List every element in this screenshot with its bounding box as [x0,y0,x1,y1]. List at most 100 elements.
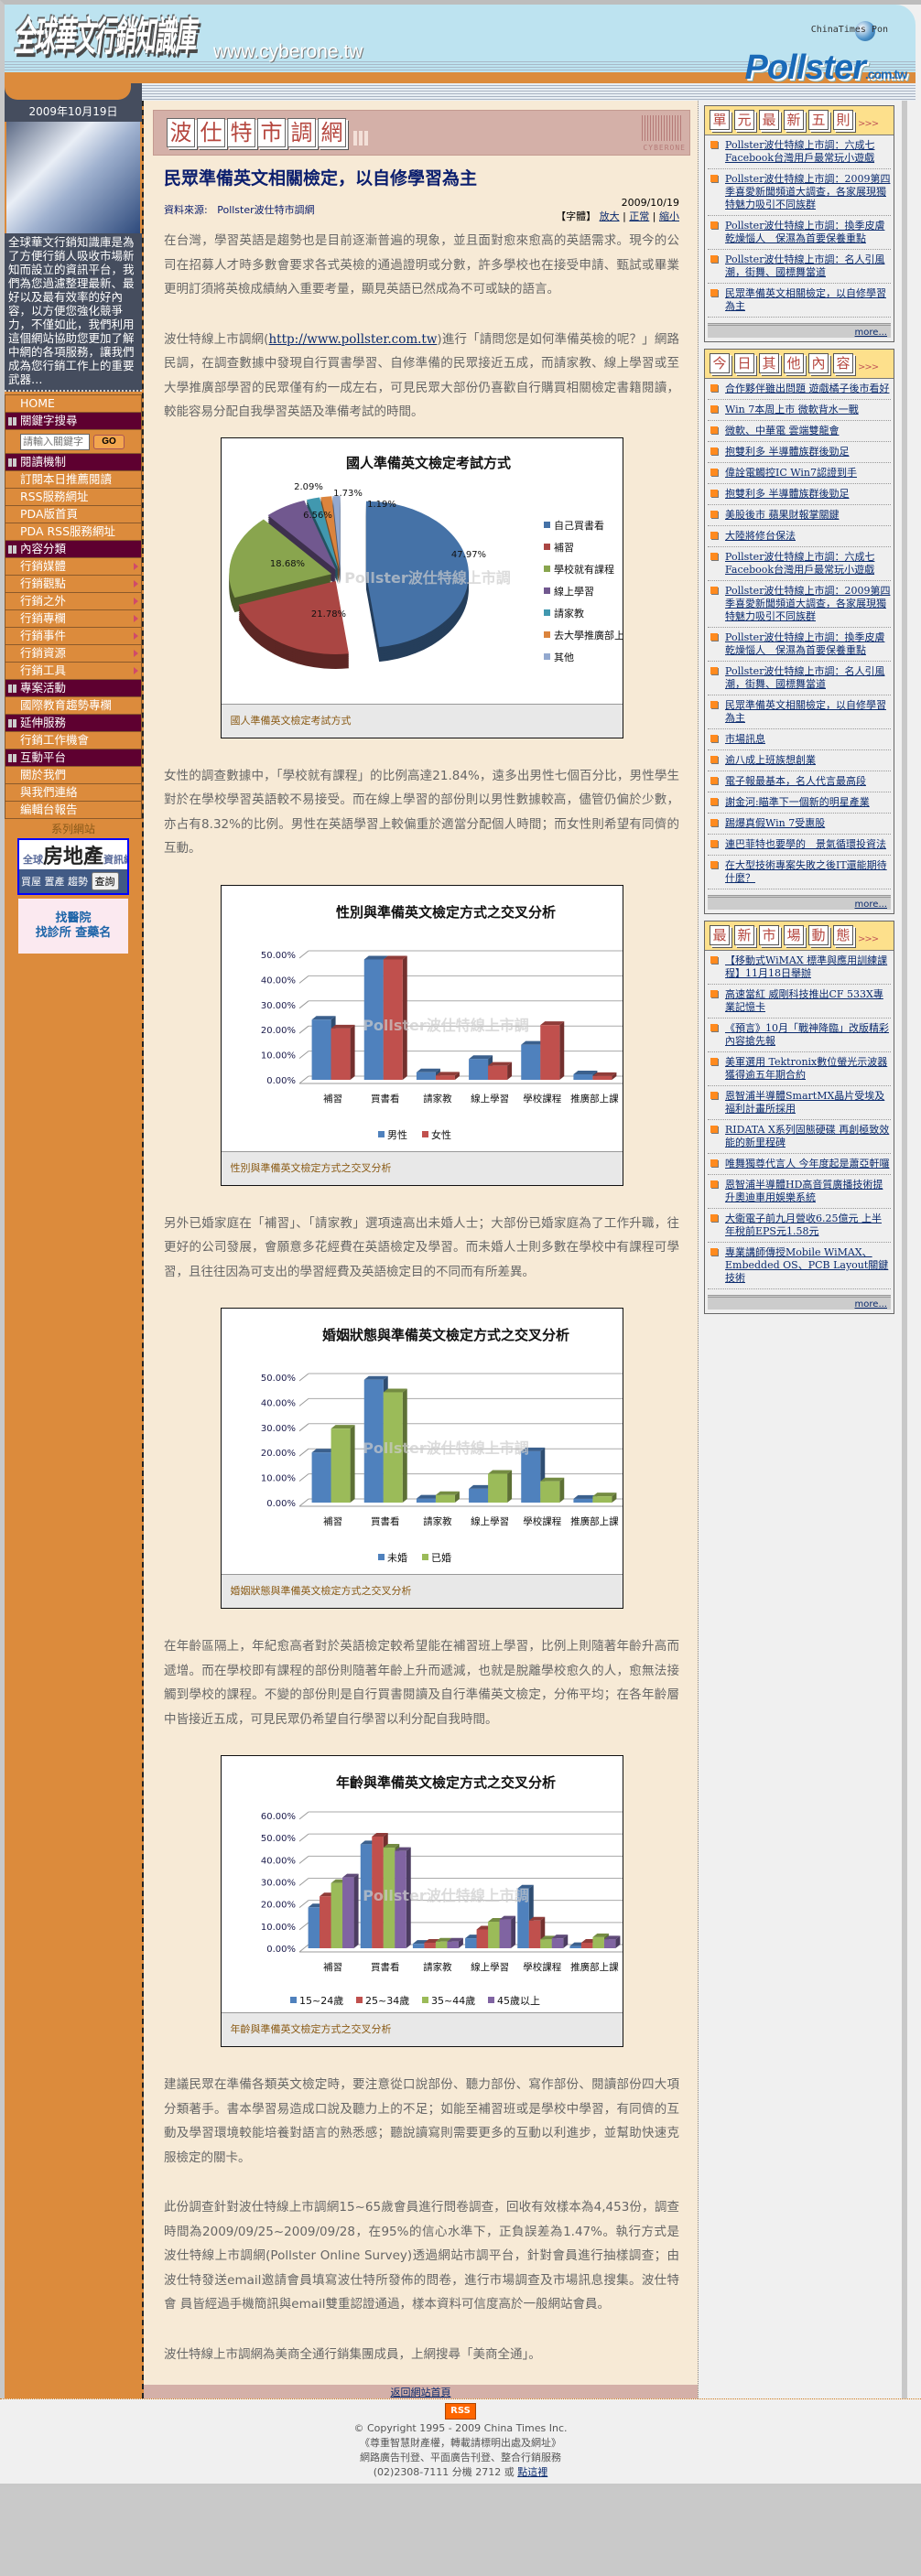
menu-category-item[interactable]: 行銷專欄 [5,610,141,628]
menu-item[interactable]: 編輯台報告 [5,802,141,819]
news-link[interactable]: Pollster波仕特線上市調：名人引風潮，街舞、國標舞當道 [725,665,885,690]
news-link[interactable]: 合作夥伴雖出問題 遊戲橘子後市看好 [725,383,890,394]
hospital-banner[interactable]: 找醫院 找診所 查藥名 [18,899,128,954]
news-link[interactable]: 微軟、中華電 雲端雙龍會 [725,425,840,437]
menu-home[interactable]: HOME [5,395,141,413]
menu-item[interactable]: PDA版首頁 [5,506,141,523]
back-home-bar: 返回網站首頁 [144,2385,698,2398]
more-link[interactable]: more... [854,900,887,910]
real-estate-banner[interactable]: 全球房地產資訊網 買屋 置產 趨勢 查詢 [17,838,129,895]
menu-item[interactable]: PDA RSS服務網址 [5,523,141,541]
menu-category-item[interactable]: 行銷工具 [5,663,141,680]
news-link[interactable]: RIDATA X系列固態硬碟 再創極致效能的新里程碑 [725,1124,890,1148]
pollster-logo[interactable]: Pollster.com.tw [744,49,907,87]
news-link[interactable]: 抱雙利多 半導體族群後勁足 [725,488,850,500]
news-link[interactable]: 大衛電子前九月營收6.25億元 上半年稅前EPS元1.58元 [725,1213,882,1237]
menu-item[interactable]: 行銷工作機會 [5,732,141,749]
news-link[interactable]: 恩智浦半導體SmartMX晶片受埃及福利計畫所採用 [725,1090,885,1115]
menu-category-item[interactable]: 行銷資源 [5,645,141,663]
paragraph: 波仕特線上市調網為美商全通行銷集團成員，上網搜尋「美商全通」。 [164,2346,541,2362]
font-larger-link[interactable]: 放大 [599,210,620,222]
news-link[interactable]: 民眾準備英文相關檢定，以自修學習為主 [725,287,886,312]
news-link[interactable]: 【移動式WiMAX 標準與應用訓練課程】11月18日舉辦 [725,954,888,979]
menu-item[interactable]: RSS服務網址 [5,489,141,506]
more-link[interactable]: more... [854,1299,887,1310]
contact-link[interactable]: 點這裡 [517,2466,548,2478]
menu-category-item[interactable]: 行銷媒體 [5,558,141,576]
back-home-link[interactable]: 返回網站首頁 [390,2387,451,2398]
article-date: 2009/10/19 [621,197,679,209]
paragraph: 在台灣，學習英語是趨勢也是目前逐漸普遍的現象，並且面對愈來愈高的英語需求。現今的… [164,233,679,296]
news-link[interactable]: Win 7本周上市 微軟背水一戰 [725,404,859,415]
more-arrows-icon[interactable]: >>> [858,934,879,944]
news-link[interactable]: Pollster波仕特線上市調：六成七Facebook台灣用戶最常玩小遊戲 [725,551,875,576]
news-link[interactable]: 市場訊息 [725,733,765,745]
query-button[interactable]: 查詢 [91,872,119,890]
news-link[interactable]: 美股後市 蘋果財報掌關鍵 [725,509,840,521]
news-link[interactable]: 《預言》10月「戰神降臨」改版精彩內容搶先報 [725,1022,889,1047]
news-link[interactable]: 專業講師傳授Mobile WiMAX、Embedded OS、PCB Layou… [725,1246,889,1284]
keyword-search-input[interactable] [20,433,90,450]
menu-category-item[interactable]: 行銷事件 [5,628,141,645]
menu-item[interactable]: 訂閱本日推薦閱讀 [5,471,141,489]
menu-item[interactable]: 與我們連絡 [5,784,141,802]
gridline [298,1855,309,1864]
bar [394,1850,406,1948]
news-link[interactable]: 抱雙利多 半導體族群後勁足 [725,446,850,458]
news-link[interactable]: 偉詮電觸控IC Win7認證到手 [725,467,857,479]
x-tick-label: 請家教 [423,1093,452,1105]
font-normal-link[interactable]: 正常 [629,210,650,222]
bar-top [394,1847,411,1851]
y-tick-label: 40.00% [260,975,295,986]
news-link[interactable]: Pollster波仕特線上市調：名人引風潮，街舞、國標舞當道 [725,253,885,278]
pollster-link[interactable]: http://www.pollster.com.tw [268,331,438,347]
site-logo[interactable]: 全球華文行銷知識庫 [14,16,196,61]
search-go-button[interactable]: GO [92,434,125,449]
news-link[interactable]: Pollster波仕特線上市調：2009第四季喜愛新聞頻道大調查，各家展現獨特魅… [725,173,891,210]
paragraph: 另外已婚家庭在「補習」、「請家教」選項遠高出未婚人士；大部份已婚家庭為了工作升職… [164,1215,679,1279]
news-link[interactable]: 唯舞獨尊代言人 今年度起是蕭亞軒囉 [725,1158,890,1169]
news-link[interactable]: 逾八成上班族想創業 [725,754,816,766]
news-link[interactable]: 謝金河:瞄準下一個新的明星產業 [725,796,870,808]
menu-item[interactable]: 國際教育趨勢專欄 [5,697,141,715]
news-link[interactable]: Pollster波仕特線上市調：換季皮膚乾燥惱人 保濕為首要保養重點 [725,220,885,244]
pie-slice [228,518,331,598]
bar-top [468,1484,493,1489]
news-link[interactable]: 大陸將修台保法 [725,530,796,542]
news-item: 恩智浦半導體HD高音質廣播技術提升奧迪車用娛樂系統 [708,1175,891,1209]
news-link[interactable]: 民眾準備英文相關檢定，以自修學習為主 [725,699,886,724]
news-link[interactable]: 高速當紅 威剛科技推出CF 533X專業記憶卡 [725,988,883,1013]
news-item: 大衛電子前九月營收6.25億元 上半年稅前EPS元1.58元 [708,1209,891,1243]
x-tick-label: 買書看 [371,1093,400,1105]
menu-category-item[interactable]: 行銷之外 [5,593,141,610]
more-arrows-icon[interactable]: >>> [858,362,879,372]
bar [468,1488,488,1503]
news-link[interactable]: 在大型技術專案失敗之後IT還能期待什麼？ [725,859,887,884]
x-tick-label: 學校課程 [523,1093,561,1105]
news-link[interactable]: Pollster波仕特線上市調：2009第四季喜愛新聞頻道大調查，各家展現獨特魅… [725,585,891,622]
more-link[interactable]: more... [854,328,887,338]
legend-swatch [377,1554,385,1560]
font-smaller-link[interactable]: 縮小 [659,210,679,222]
rss-button[interactable]: RSS [445,2403,476,2420]
news-link[interactable]: 電子報最基本，名人代言最高段 [725,775,866,787]
paragraph: 建議民眾在準備各類英文檢定時，要注意從口說部份、聽力部份、寫作部份、閱讀部份四大… [164,2077,679,2165]
bar-top [528,1916,545,1921]
chart-marital: 婚姻狀態與準備英文檢定方式之交叉分析 0.00% 10.00% 20.00% 30.00… [220,1308,623,1609]
legend-swatch [543,521,550,528]
y-tick-label: 0.00% [266,1499,296,1509]
news-link[interactable]: 美軍選用 Tektronix數位螢光示波器 獲得逾五年期合約 [725,1056,888,1081]
x-tick-label: 線上學習 [471,1515,509,1527]
menu-category-item[interactable]: 行銷觀點 [5,576,141,593]
pie-slice [365,501,469,647]
news-link[interactable]: 恩智浦半導體HD高音質廣播技術提升奧迪車用娛樂系統 [725,1179,883,1203]
menu-item[interactable]: 關於我們 [5,767,141,784]
news-link[interactable]: 連巴菲特也要學的 景氣循環投資法 [725,838,886,850]
news-link[interactable]: Pollster波仕特線上市調：六成七Facebook台灣用戶最常玩小遊戲 [725,139,875,164]
pie-slice-side [320,499,340,573]
news-link[interactable]: Pollster波仕特線上市調：換季皮膚乾燥惱人 保濕為首要保養重點 [725,631,885,656]
bar [416,1498,436,1503]
section-title-tile: 網 [318,118,346,147]
news-link[interactable]: 踢爆真假Win 7受惠股 [725,817,826,829]
more-arrows-icon[interactable]: >>> [858,119,879,129]
